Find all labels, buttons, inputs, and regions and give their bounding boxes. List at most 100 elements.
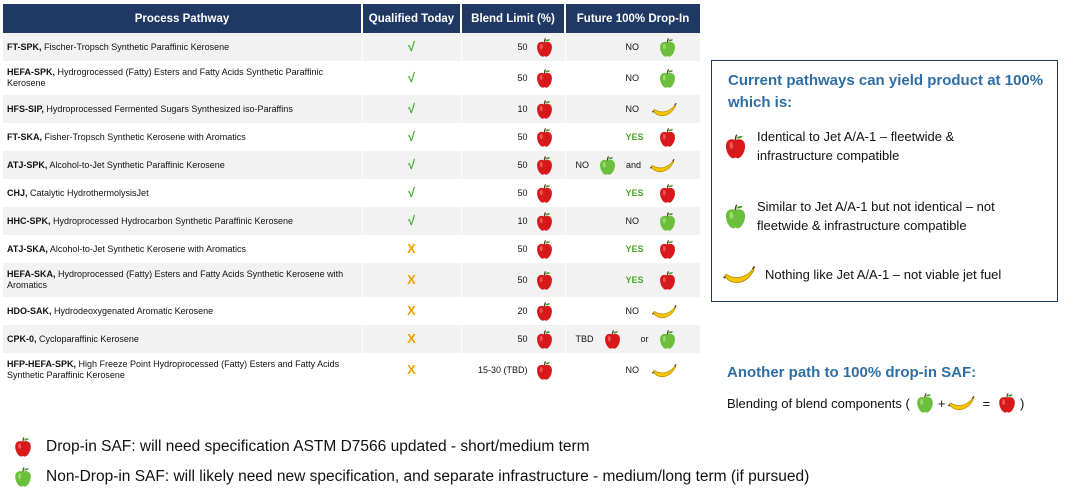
red-apple-icon xyxy=(602,329,623,350)
banana-icon xyxy=(651,99,678,120)
red-apple-icon xyxy=(534,68,555,89)
green-apple-icon xyxy=(722,203,749,230)
legend-item-text: Similar to Jet A/A-1 but not identical –… xyxy=(757,199,995,233)
blend-cell: 50 xyxy=(461,235,566,263)
pathway-desc: Hydrogrocessed (Fatty) Esters and Fatty … xyxy=(7,67,323,88)
table-row: HHC-SPK, Hydroprocessed Hydrocarbon Synt… xyxy=(3,207,701,235)
future-status: YES xyxy=(625,243,644,254)
blend-limit: 50 xyxy=(517,243,528,254)
blend-cell: 50 xyxy=(461,33,566,61)
pathway-desc: Hydroprocessed (Fatty) Esters and Fatty … xyxy=(7,269,344,290)
pathway-abbr: HHC-SPK, xyxy=(7,215,51,226)
check-mark: √ xyxy=(407,184,416,200)
future-status: NO xyxy=(625,305,640,316)
future-cell: NO xyxy=(565,61,701,95)
header-qualified-today: Qualified Today xyxy=(362,4,462,33)
plus-sign: + xyxy=(937,395,946,411)
future-cell: NO xyxy=(565,353,701,387)
pathway-abbr: HEFA-SPK, xyxy=(7,67,56,77)
future-cell: NO xyxy=(565,297,701,325)
blend-cell: 50 xyxy=(461,325,566,353)
future-cell: YES xyxy=(565,179,701,207)
another-path-title: Another path to 100% drop-in SAF: xyxy=(727,364,977,381)
future-status: YES xyxy=(625,187,644,198)
pathway-abbr: HDO-SAK, xyxy=(7,305,52,316)
legend-item-similar: Similar to Jet A/A-1 but not identical –… xyxy=(722,197,1047,235)
banana-icon xyxy=(651,301,678,322)
blend-cell: 50 xyxy=(461,151,566,179)
red-apple-icon xyxy=(534,211,555,232)
check-mark: √ xyxy=(407,212,416,228)
legend-box: Current pathways can yield product at 10… xyxy=(711,60,1058,302)
qualified-cell: √ xyxy=(362,33,462,61)
blend-cell: 10 xyxy=(461,207,566,235)
green-apple-icon xyxy=(597,155,618,176)
table-row: FT-SKA, Fisher-Tropsch Synthetic Kerosen… xyxy=(3,123,701,151)
blend-components-line: Blending of blend components ( + = ) xyxy=(727,392,1026,414)
blend-cell: 10 xyxy=(461,95,566,123)
pathway-cell: FT-SKA, Fisher-Tropsch Synthetic Kerosen… xyxy=(3,123,363,151)
future-cell: NO xyxy=(565,207,701,235)
green-apple-icon xyxy=(657,211,678,232)
green-apple-icon xyxy=(657,37,678,58)
pathway-cell: CPK-0, Cycloparaffinic Kerosene xyxy=(3,325,363,353)
table-row: HDO-SAK, Hydrodeoxygenated Aromatic Kero… xyxy=(3,297,701,325)
pathway-abbr: HEFA-SKA, xyxy=(7,269,56,279)
pathway-cell: HFP-HEFA-SPK, High Freeze Point Hydropro… xyxy=(3,353,363,387)
header-process-pathway: Process Pathway xyxy=(3,4,363,33)
pathway-abbr: ATJ-SPK, xyxy=(7,159,48,170)
green-apple-icon xyxy=(657,68,678,89)
cross-mark: X xyxy=(407,330,416,346)
blend-cell: 15-30 (TBD) xyxy=(461,353,566,387)
blend-limit: 50 xyxy=(517,159,528,170)
pathway-abbr: FT-SPK, xyxy=(7,41,42,52)
banana-icon xyxy=(947,392,976,414)
cross-mark: X xyxy=(407,240,416,256)
red-apple-icon xyxy=(657,127,678,148)
green-apple-icon xyxy=(657,329,678,350)
legend-item-text: Identical to Jet A/A-1 – fleetwide & inf… xyxy=(757,129,955,163)
note-nondropin: Non-Drop-in SAF: will likely need new sp… xyxy=(12,466,809,488)
note-dropin-text: Drop-in SAF: will need specification AST… xyxy=(46,438,590,455)
legend-title: Current pathways can yield product at 10… xyxy=(728,72,1044,111)
future-status: NO xyxy=(625,103,640,114)
red-apple-icon xyxy=(534,155,555,176)
pathway-abbr: CPK-0, xyxy=(7,333,37,344)
legend-item-not-viable: Nothing like Jet A/A-1 – not viable jet … xyxy=(722,261,1055,288)
table-row: CPK-0, Cycloparaffinic Kerosene X 50 TBD… xyxy=(3,325,701,353)
red-apple-icon xyxy=(534,127,555,148)
equals-sign: = xyxy=(982,395,991,411)
pathway-cell: HFS-SIP, Hydroprocessed Fermented Sugars… xyxy=(3,95,363,123)
cross-mark: X xyxy=(407,361,416,377)
note-nondropin-text: Non-Drop-in SAF: will likely need new sp… xyxy=(46,468,810,485)
future-cell: NO xyxy=(565,95,701,123)
red-apple-icon xyxy=(534,270,555,291)
pathway-desc: Catalytic HydrothermolysisJet xyxy=(30,187,149,198)
check-mark: √ xyxy=(407,69,416,85)
future-conjunction: or xyxy=(640,333,649,344)
pathway-desc: Hydroprocessed Hydrocarbon Synthetic Par… xyxy=(53,215,293,226)
table-row: ATJ-SKA, Alcohol-to-Jet Synthetic Kerose… xyxy=(3,235,701,263)
green-apple-icon xyxy=(914,392,936,414)
check-mark: √ xyxy=(407,100,416,116)
pathway-cell: ATJ-SKA, Alcohol-to-Jet Synthetic Kerose… xyxy=(3,235,363,263)
table-row: HFP-HEFA-SPK, High Freeze Point Hydropro… xyxy=(3,353,701,387)
green-apple-icon xyxy=(12,466,34,488)
future-status: YES xyxy=(625,274,644,285)
future-cell: YES xyxy=(565,263,701,297)
blend-cell: 50 xyxy=(461,61,566,95)
blend-limit: 50 xyxy=(517,187,528,198)
check-mark: √ xyxy=(407,156,416,172)
pathway-desc: Fisher-Tropsch Synthetic Kerosene with A… xyxy=(44,131,246,142)
future-status: NO xyxy=(625,364,640,375)
red-apple-icon xyxy=(657,270,678,291)
table-header-row: Process Pathway Qualified Today Blend Li… xyxy=(3,4,700,33)
pathway-desc: Alcohol-to-Jet Synthetic Paraffinic Kero… xyxy=(49,159,225,170)
pathway-table: Process Pathway Qualified Today Blend Li… xyxy=(3,4,701,387)
red-apple-icon xyxy=(534,239,555,260)
future-status: TBD xyxy=(575,333,594,344)
qualified-cell: √ xyxy=(362,123,462,151)
qualified-cell: X xyxy=(362,297,462,325)
blend-text: Blending of blend components ( xyxy=(727,395,910,411)
red-apple-icon xyxy=(534,99,555,120)
